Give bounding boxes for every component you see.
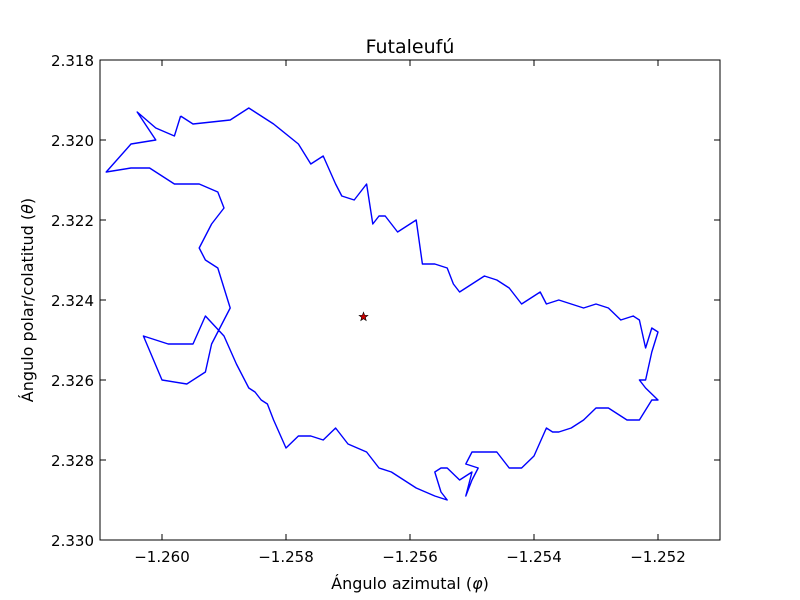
y-tick-label: 2.324 bbox=[51, 292, 94, 310]
y-axis-title-close: ) bbox=[18, 198, 37, 204]
y-tick-label: 2.322 bbox=[51, 212, 94, 230]
chart-title: Futaleufú bbox=[366, 36, 455, 58]
x-tick-label: −1.254 bbox=[506, 548, 562, 566]
ticks-layer: −1.260 −1.258 −1.256 −1.254 −1.252 2.318 2.320… bbox=[51, 52, 720, 566]
centroid-star-marker bbox=[358, 311, 369, 322]
x-axis-title-text: Ángulo azimutal ( bbox=[331, 574, 472, 593]
x-axis-title-close: ) bbox=[483, 574, 489, 593]
x-axis-title-symbol: φ bbox=[472, 574, 483, 593]
plot-frame bbox=[99, 59, 721, 541]
y-axis-title-symbol: θ bbox=[18, 204, 37, 214]
x-tick-label: −1.252 bbox=[630, 548, 686, 566]
x-tick-label: −1.256 bbox=[382, 548, 438, 566]
y-tick-label: 2.326 bbox=[51, 372, 94, 390]
y-tick-label: 2.330 bbox=[51, 532, 94, 550]
x-axis-title: Ángulo azimutal (φ) bbox=[331, 574, 489, 593]
plot-area: −1.260 −1.258 −1.256 −1.254 −1.252 2.318 2.320… bbox=[51, 52, 721, 566]
y-tick-label: 2.320 bbox=[51, 132, 94, 150]
y-tick-label: 2.328 bbox=[51, 452, 94, 470]
x-tick-label: −1.258 bbox=[258, 548, 314, 566]
y-axis-title-text: Ángulo polar/colatitud ( bbox=[18, 214, 37, 402]
y-tick-label: 2.318 bbox=[51, 52, 94, 70]
series-layer bbox=[105, 107, 659, 501]
boundary-line bbox=[105, 107, 659, 501]
x-tick-label: −1.260 bbox=[134, 548, 190, 566]
plot-background bbox=[100, 60, 720, 540]
y-axis-title: Ángulo polar/colatitud (θ) bbox=[18, 198, 37, 402]
